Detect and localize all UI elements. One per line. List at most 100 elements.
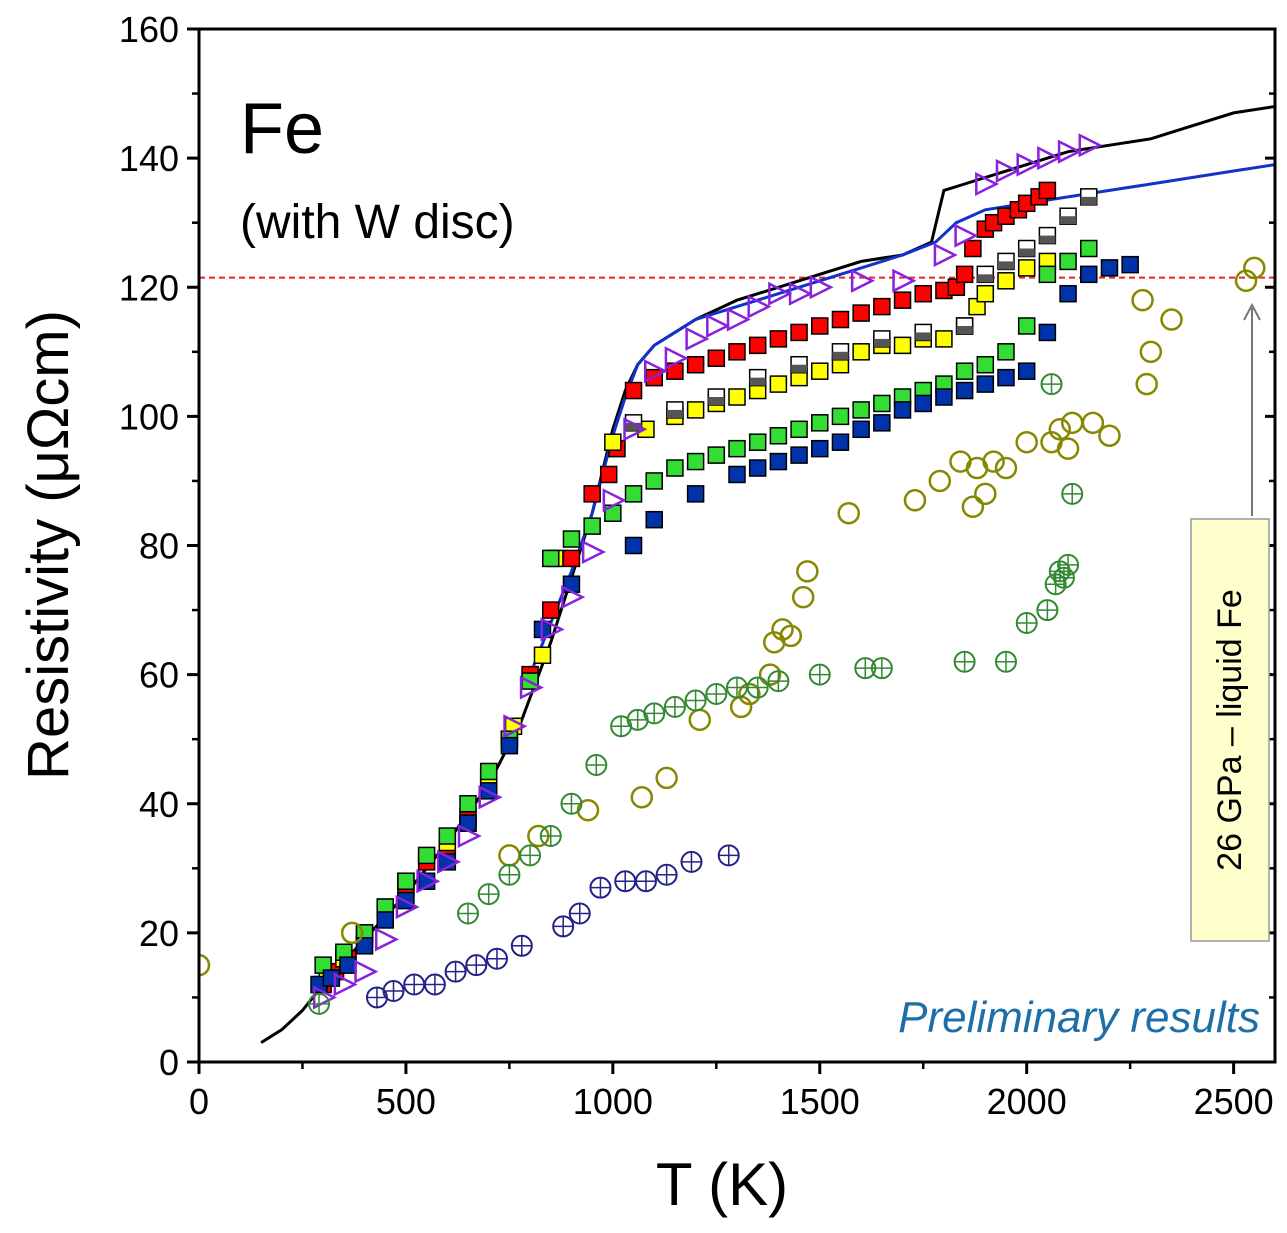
data-point-circle-plus (485, 947, 508, 970)
data-point-circle (738, 682, 761, 706)
data-point-square (645, 472, 663, 490)
data-point-square (1080, 239, 1098, 258)
callout-box: 26 GPa – liquid Fe (1190, 518, 1270, 942)
data-point-triangle (706, 313, 731, 339)
data-point-half-square (914, 323, 932, 342)
data-point-circle-plus (568, 902, 591, 925)
data-point-triangle (726, 307, 751, 332)
data-point-triangle (1057, 139, 1082, 164)
data-point-square (955, 265, 974, 284)
data-point-circle-plus (680, 850, 703, 873)
x-tick-label: 500 (376, 1081, 436, 1122)
y-tick-label: 160 (119, 9, 179, 50)
data-point-square (935, 330, 953, 348)
preliminary-note: Preliminary results (898, 993, 1260, 1042)
data-point-triangle (354, 959, 379, 984)
y-tick-label: 80 (139, 526, 179, 567)
data-point-circle (903, 489, 927, 512)
y-tick-label: 140 (119, 138, 179, 179)
data-point-square (976, 284, 995, 303)
data-point-circle (655, 766, 678, 790)
data-point-triangle (437, 849, 462, 874)
data-point-square (604, 433, 622, 451)
data-point-square (355, 937, 374, 955)
data-point-circle-plus (634, 870, 657, 893)
data-point-circle (1243, 256, 1266, 280)
sample-label: Fe (240, 89, 324, 169)
data-point-square (707, 349, 726, 368)
data-point-square (748, 433, 767, 451)
data-point-square (769, 452, 788, 471)
data-point-circle (340, 921, 364, 945)
data-point-circle (199, 953, 211, 977)
data-point-square (811, 439, 829, 458)
data-point-circle-plus (726, 676, 748, 699)
data-point-triangle (975, 171, 1000, 196)
x-tick-label: 2500 (1194, 1081, 1274, 1122)
data-point-half-square (976, 265, 995, 284)
data-point-half-square (666, 401, 684, 419)
data-point-circle-plus (767, 670, 790, 693)
condition-label: (with W disc) (240, 196, 515, 249)
data-point-square (935, 388, 953, 406)
data-point-half-square (1038, 226, 1057, 245)
data-point-triangle (933, 242, 958, 267)
data-point-triangle (561, 585, 586, 610)
data-point-square (748, 459, 767, 477)
data-point-circle-plus (995, 650, 1017, 673)
data-point-square (728, 439, 746, 458)
x-tick-label: 0 (189, 1081, 209, 1122)
data-point-circle-plus (705, 682, 728, 705)
data-point-square (811, 414, 829, 432)
data-point-circle-plus (552, 915, 575, 938)
data-point-circle-plus (684, 689, 707, 712)
data-point-triangle (995, 159, 1020, 184)
data-point-square (322, 969, 341, 987)
data-point-triangle (395, 895, 420, 920)
data-point-circle-plus (589, 876, 612, 899)
data-point-half-square (748, 368, 767, 387)
data-point-square (686, 485, 705, 503)
data-point-square (686, 355, 705, 374)
data-point-circle (1131, 288, 1154, 312)
data-point-triangle (602, 488, 627, 513)
data-point-square (1059, 284, 1077, 303)
data-point-half-square (1017, 239, 1036, 258)
data-point-square (1059, 252, 1077, 271)
data-point-square (852, 304, 870, 322)
data-point-circle (982, 450, 1005, 473)
data-point-circle-plus (1057, 553, 1080, 576)
data-point-triangle (1037, 146, 1062, 171)
data-point-triangle (850, 268, 875, 293)
data-point-circle-plus (382, 979, 405, 1002)
data-point-triangle (540, 617, 565, 642)
data-point-square (831, 433, 850, 451)
data-point-square (1038, 181, 1057, 200)
data-point-square (728, 465, 746, 484)
data-point-circle (1048, 418, 1072, 441)
data-point-circle (779, 624, 803, 648)
data-point-square (1017, 362, 1036, 380)
data-point-circle (796, 560, 819, 583)
data-point-triangle (643, 359, 669, 384)
data-point-circle (974, 482, 997, 506)
data-point-circle (1234, 269, 1258, 293)
x-tick-label: 1000 (573, 1081, 653, 1122)
data-point-circle-plus (655, 863, 678, 886)
data-point-square (790, 446, 808, 464)
data-point-triangle (809, 275, 834, 300)
data-point-square (831, 310, 850, 329)
data-point-square (769, 330, 788, 348)
data-point-circle (837, 501, 860, 525)
y-tick-label: 60 (139, 655, 179, 696)
data-point-circle-plus (870, 657, 893, 680)
data-point-circle-plus (560, 792, 583, 815)
callout-text: 26 GPa – liquid Fe (1211, 589, 1249, 871)
data-point-circle-plus (614, 870, 637, 893)
data-point-triangle (664, 346, 689, 371)
data-point-circle-plus (643, 702, 666, 725)
data-point-circle-plus (457, 902, 479, 925)
data-point-half-square (790, 355, 808, 374)
data-point-square (599, 465, 618, 484)
data-point-square (583, 485, 601, 503)
